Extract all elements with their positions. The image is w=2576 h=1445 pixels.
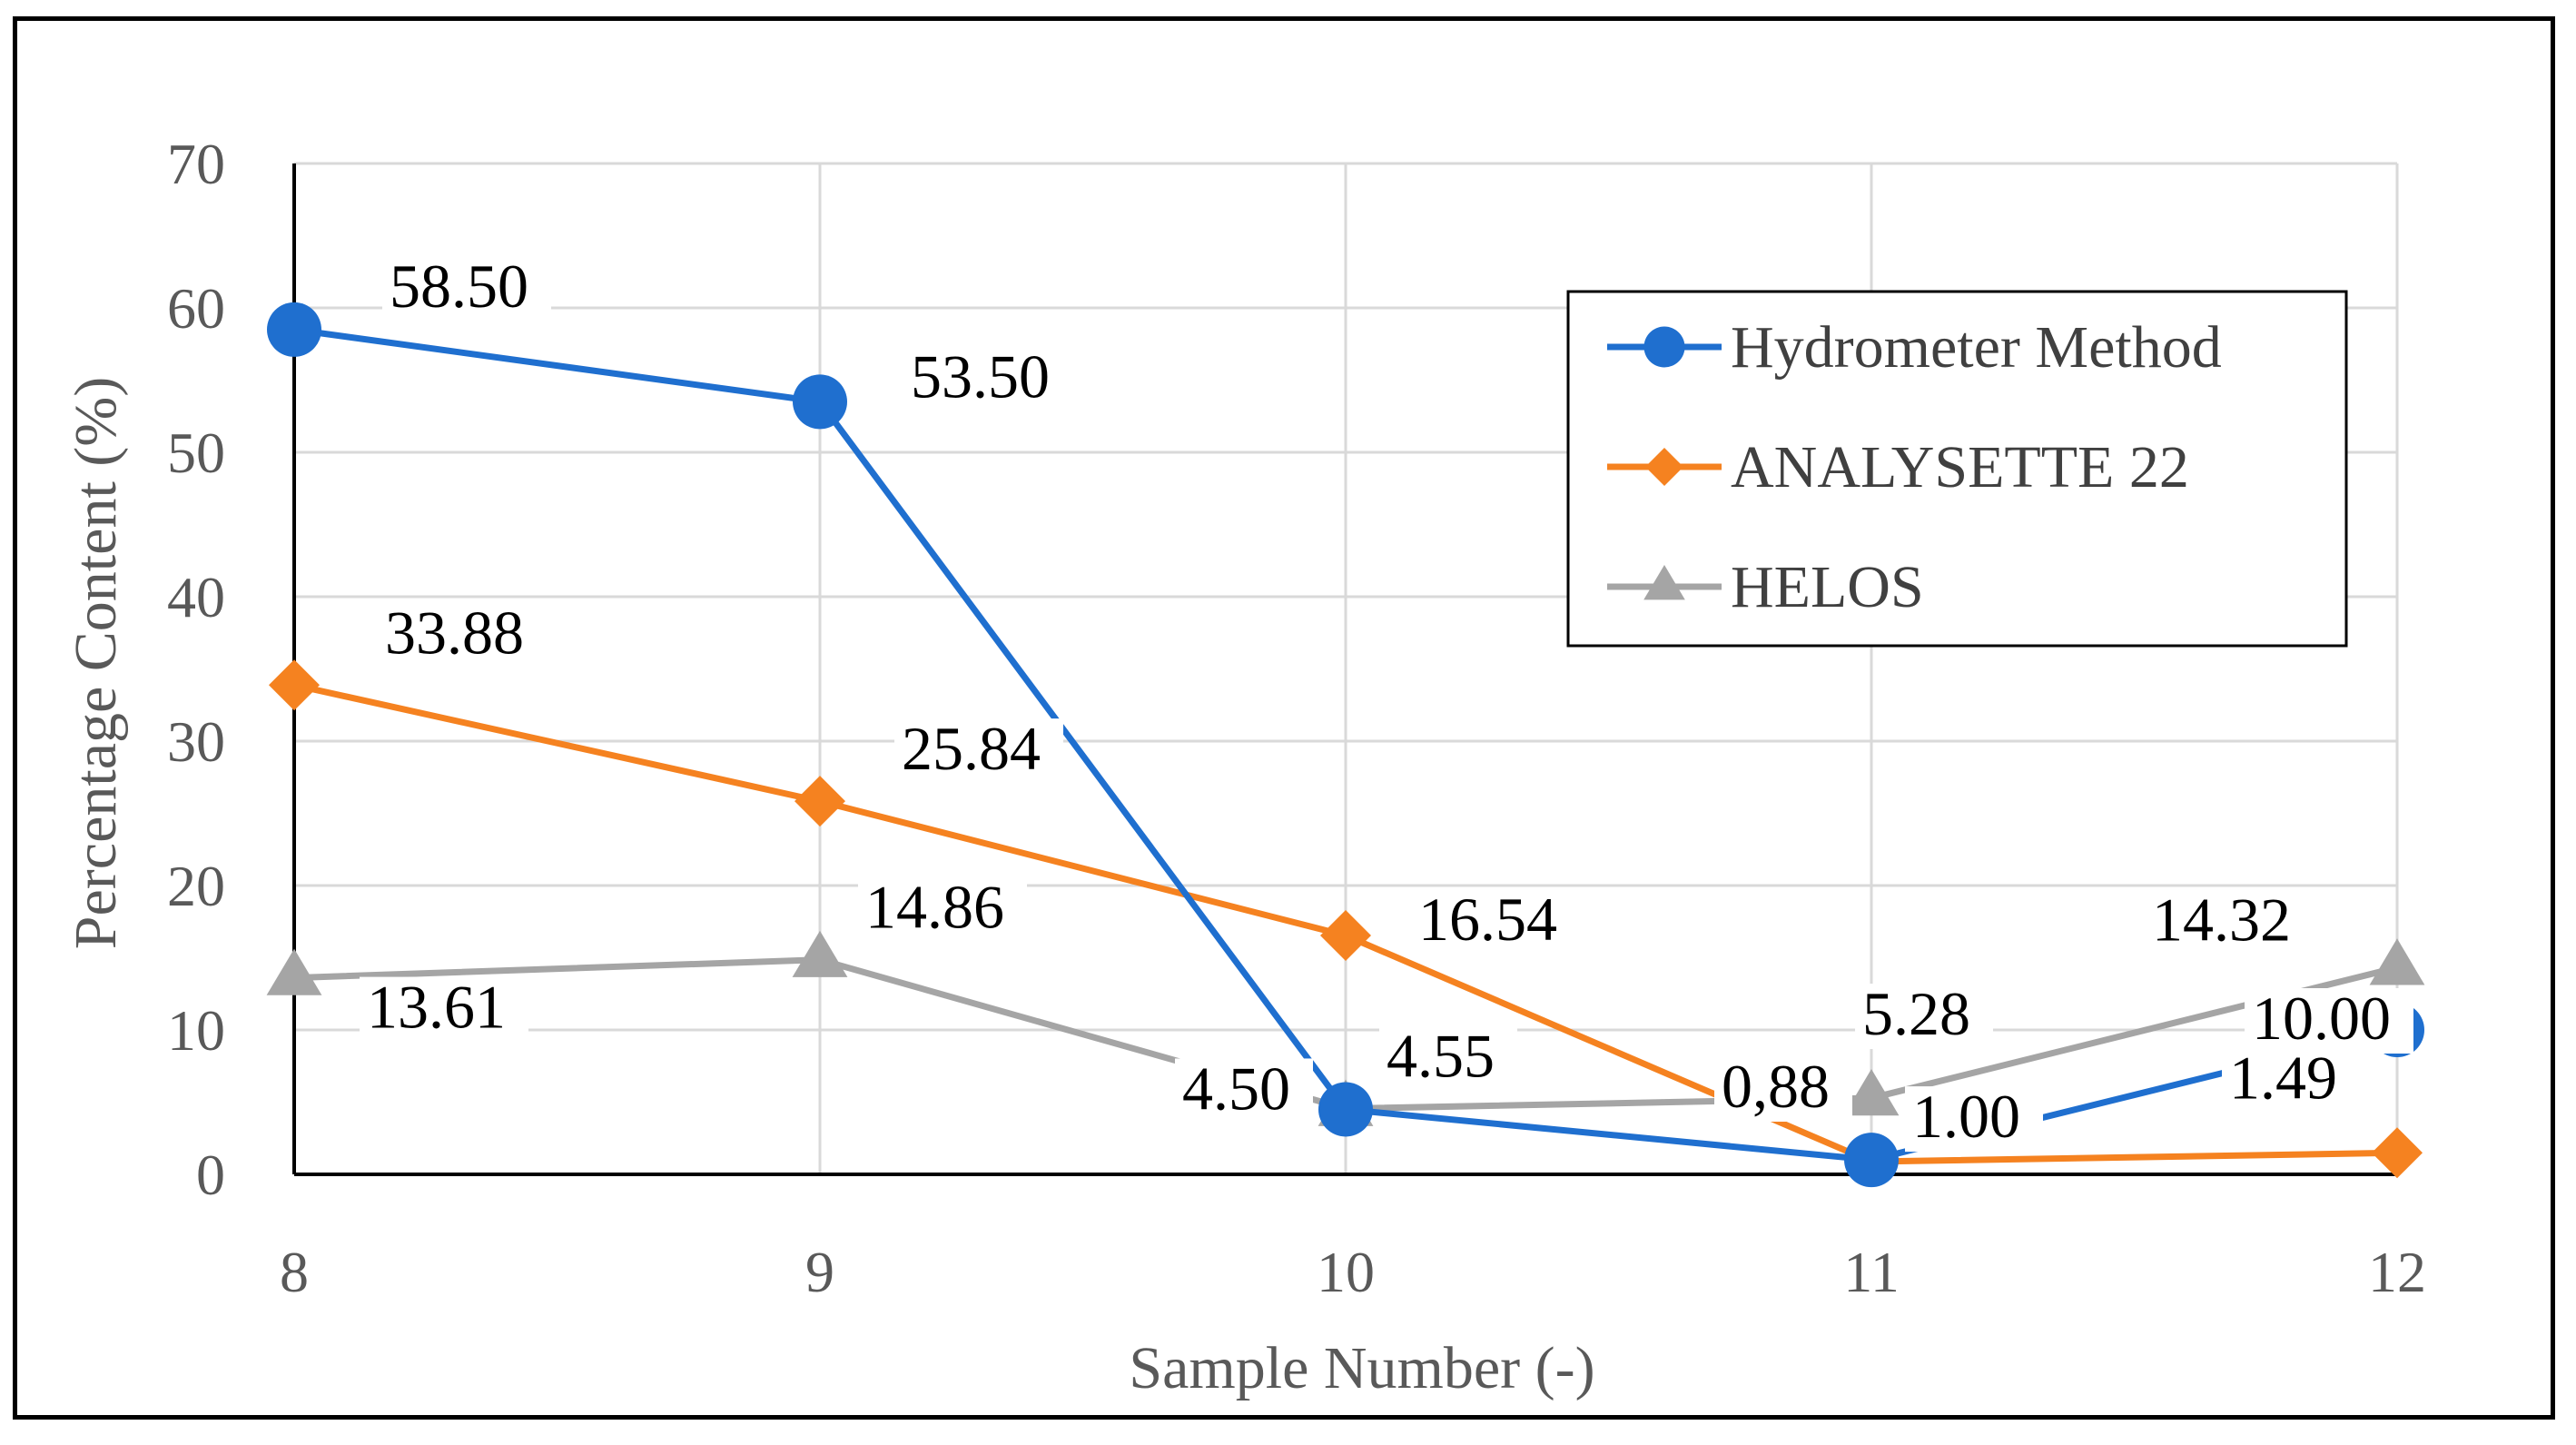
hydrometer-method-data-label-bg — [1175, 1058, 1313, 1124]
analysette-22-data-label-bg — [894, 718, 1063, 785]
analysette-22-data-label-bg — [2222, 1047, 2360, 1113]
hydrometer-method-data-label: 53.50 — [911, 341, 1050, 411]
legend-label: Hydrometer Method — [1731, 314, 2222, 381]
hydrometer-method-point — [1318, 1082, 1373, 1137]
y-tick-label: 50 — [167, 421, 225, 485]
analysette-22-point — [269, 659, 320, 711]
analysette-22-data-label: 33.88 — [385, 598, 524, 667]
helos-data-label: 14.86 — [865, 873, 1004, 942]
helos-data-label-bg — [2145, 889, 2314, 955]
helos-data-label: 14.32 — [2152, 885, 2291, 954]
analysette-22-point — [2372, 1127, 2423, 1179]
analysette-22-data-label: 1.49 — [2229, 1043, 2337, 1112]
analysette-22-point — [1320, 910, 1371, 962]
legend-item-analysette-22: ANALYSETTE 22 — [1607, 434, 2189, 500]
analysette-22-point — [795, 776, 845, 827]
analysette-22-data-label-bg — [378, 602, 547, 668]
y-tick-label: 0 — [196, 1143, 225, 1207]
hydrometer-method-data-label-bg — [2245, 988, 2413, 1054]
analysette-22-data-label-bg — [1714, 1056, 1852, 1123]
analysette-22-data-label-bg — [1411, 889, 1580, 955]
y-tick-label: 60 — [167, 276, 225, 341]
helos-point — [2369, 938, 2425, 985]
helos-data-label-bg — [1855, 984, 1993, 1050]
y-tick-label: 30 — [167, 709, 225, 774]
analysette-22-data-label: 0,88 — [1722, 1052, 1830, 1121]
hydrometer-method-data-label: 4.50 — [1182, 1054, 1290, 1123]
y-tick-label: 40 — [167, 565, 225, 629]
y-axis-title: Percentage Content (%) — [63, 377, 129, 949]
data-labels: 58.50 53.50 4.50 1.00 10.00 33.88 25.84 16.54 0,… — [360, 252, 2413, 1153]
legend-item-helos: HELOS — [1607, 554, 1924, 620]
helos-data-label: 4.55 — [1387, 1022, 1495, 1091]
legend: Hydrometer Method ANALYSETTE 22 HELOS — [1566, 290, 2348, 648]
hydrometer-method-data-label-bg — [1905, 1086, 2043, 1153]
analysette-22-data-label: 16.54 — [1418, 885, 1557, 954]
legend-diamond-icon — [1645, 448, 1683, 486]
hydrometer-method-data-label: 10.00 — [2252, 984, 2391, 1053]
helos-data-label-bg — [1379, 1025, 1517, 1092]
x-tick-label: 8 — [280, 1240, 309, 1304]
hydrometer-method-data-label: 58.50 — [390, 252, 528, 321]
legend-label: ANALYSETTE 22 — [1731, 434, 2189, 500]
x-tick-label: 12 — [2368, 1240, 2426, 1304]
y-tick-label: 70 — [167, 132, 225, 196]
y-tick-label: 20 — [167, 854, 225, 918]
legend-item-hydrometer-method: Hydrometer Method — [1607, 314, 2222, 381]
x-tick-label: 11 — [1843, 1240, 1900, 1304]
helos-data-label: 5.28 — [1862, 979, 1970, 1048]
series-lines — [266, 302, 2425, 1188]
hydrometer-method-point — [793, 374, 847, 430]
legend-triangle-icon — [1643, 565, 1685, 600]
helos-data-label-bg — [858, 876, 1027, 943]
legend-circle-icon — [1643, 326, 1685, 368]
hydrometer-method-data-label-bg — [382, 255, 551, 322]
axes: 0 10 20 30 40 50 60 70 8 9 10 11 12 — [167, 132, 2426, 1304]
hydrometer-method-point — [267, 302, 321, 357]
helos-data-label-bg — [360, 976, 528, 1043]
legend-label: HELOS — [1731, 554, 1924, 620]
helos-point — [792, 930, 848, 977]
hydrometer-method-data-label-bg — [903, 346, 1072, 412]
analysette-22-data-label: 25.84 — [902, 714, 1041, 783]
y-tick-label: 10 — [167, 998, 225, 1063]
hydrometer-method-data-label: 1.00 — [1912, 1082, 2020, 1151]
helos-point — [266, 948, 322, 995]
x-axis-title: Sample Number (-) — [1129, 1335, 1594, 1401]
x-tick-label: 9 — [805, 1240, 834, 1304]
helos-point — [1843, 1069, 1900, 1116]
hydrometer-method-point — [1844, 1133, 1899, 1188]
helos-data-label: 13.61 — [367, 973, 506, 1042]
x-tick-label: 10 — [1317, 1240, 1375, 1304]
